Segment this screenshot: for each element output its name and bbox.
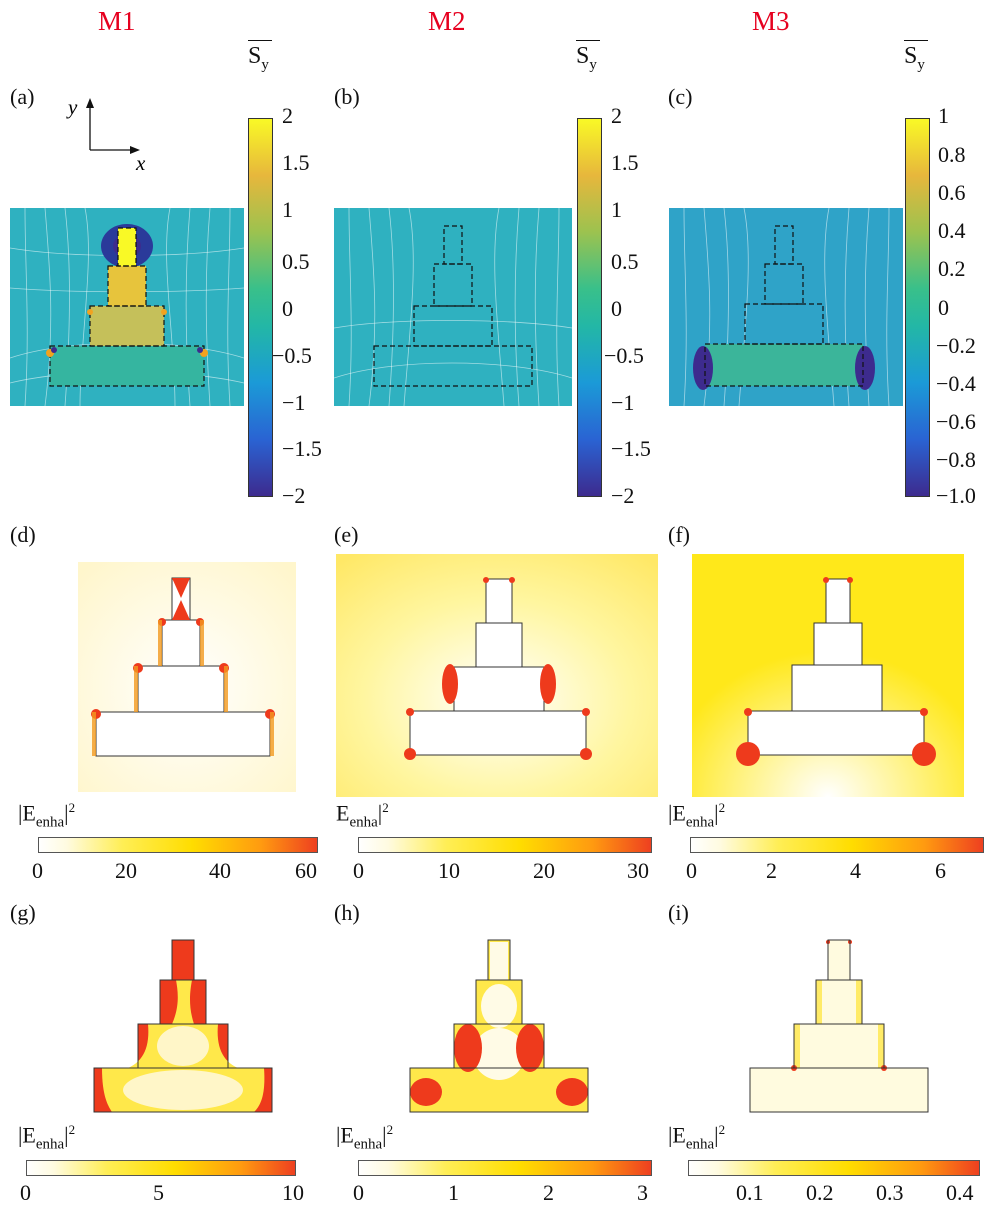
enha-map-h bbox=[404, 936, 596, 1142]
axis-indicator: y x bbox=[60, 92, 160, 172]
sy-colorbar-label-b: Sy bbox=[576, 40, 600, 74]
enha-tick-d-3: 60 bbox=[295, 858, 317, 884]
enha-tick-i-1: 0.2 bbox=[806, 1180, 834, 1206]
enha-tick-f-1: 2 bbox=[766, 858, 777, 884]
sy-tick-c-0: 1 bbox=[938, 103, 949, 129]
sy-colorbar-label-c: Sy bbox=[904, 40, 928, 74]
sy-tick-b-8: −2 bbox=[611, 483, 634, 509]
enha-tick-h-1: 1 bbox=[448, 1180, 459, 1206]
panel-label-b: (b) bbox=[334, 84, 360, 110]
enha-map-f bbox=[692, 554, 964, 797]
mode-label-m1: M1 bbox=[98, 6, 136, 37]
sy-tick-a-1: 1.5 bbox=[282, 150, 310, 176]
panel-label-e: (e) bbox=[334, 522, 358, 548]
enha-tick-d-2: 40 bbox=[209, 858, 231, 884]
enha-label-g: |Eenha|2 bbox=[18, 1122, 75, 1153]
enha-tick-d-1: 20 bbox=[115, 858, 137, 884]
panel-label-a: (a) bbox=[10, 84, 34, 110]
enha-map-d bbox=[78, 562, 296, 792]
enha-colorbar-f bbox=[690, 837, 984, 853]
sy-tick-c-2: 0.6 bbox=[938, 180, 966, 206]
sy-tick-c-9: −0.8 bbox=[936, 447, 976, 473]
sy-map-m3 bbox=[669, 208, 903, 406]
mode-label-m2: M2 bbox=[428, 6, 466, 37]
enha-tick-i-3: 0.4 bbox=[946, 1180, 974, 1206]
panel-label-h: (h) bbox=[334, 900, 360, 926]
enha-label-d: |Eenha|2 bbox=[18, 800, 75, 831]
enha-tick-g-1: 5 bbox=[153, 1180, 164, 1206]
sy-tick-c-7: −0.4 bbox=[936, 371, 976, 397]
sy-colorbar-c bbox=[905, 118, 930, 497]
enha-colorbar-e bbox=[358, 837, 652, 853]
sy-tick-a-2: 1 bbox=[282, 197, 293, 223]
enha-tick-h-2: 2 bbox=[543, 1180, 554, 1206]
panel-label-i: (i) bbox=[668, 900, 689, 926]
sy-tick-c-4: 0.2 bbox=[938, 256, 966, 282]
sy-tick-b-4: 0 bbox=[611, 296, 622, 322]
panel-label-f: (f) bbox=[668, 522, 690, 548]
enha-label-e: Eenha|2 bbox=[336, 800, 389, 831]
axis-x-label: x bbox=[135, 151, 146, 172]
sy-tick-b-3: 0.5 bbox=[611, 249, 639, 275]
panel-label-g: (g) bbox=[10, 900, 36, 926]
enha-tick-e-3: 30 bbox=[627, 858, 649, 884]
sy-colorbar-a bbox=[248, 118, 273, 497]
mode-label-m3: M3 bbox=[752, 6, 790, 37]
sy-tick-a-3: 0.5 bbox=[282, 249, 310, 275]
enha-label-h: |Eenha|2 bbox=[336, 1122, 393, 1153]
enha-colorbar-d bbox=[38, 837, 318, 853]
sy-tick-b-0: 2 bbox=[611, 103, 622, 129]
sy-tick-b-6: −1 bbox=[611, 390, 634, 416]
enha-tick-h-0: 0 bbox=[353, 1180, 364, 1206]
enha-tick-h-3: 3 bbox=[637, 1180, 648, 1206]
sy-tick-c-5: 0 bbox=[938, 295, 949, 321]
sy-map-m2 bbox=[334, 208, 572, 406]
sy-tick-c-1: 0.8 bbox=[938, 142, 966, 168]
sy-tick-c-6: −0.2 bbox=[936, 333, 976, 359]
sy-tick-a-4: 0 bbox=[282, 296, 293, 322]
enha-tick-f-3: 6 bbox=[935, 858, 946, 884]
enha-map-i bbox=[744, 936, 934, 1142]
enha-tick-f-2: 4 bbox=[850, 858, 861, 884]
enha-tick-g-2: 10 bbox=[282, 1180, 304, 1206]
sy-tick-b-5: −0.5 bbox=[604, 343, 644, 369]
sy-colorbar-b bbox=[577, 118, 602, 497]
enha-tick-i-0: 0.1 bbox=[736, 1180, 764, 1206]
enha-tick-d-0: 0 bbox=[32, 858, 43, 884]
sy-tick-c-8: −0.6 bbox=[936, 409, 976, 435]
sy-map-m1 bbox=[10, 208, 244, 406]
sy-tick-a-0: 2 bbox=[282, 103, 293, 129]
panel-label-d: (d) bbox=[10, 522, 36, 548]
enha-tick-e-0: 0 bbox=[353, 858, 364, 884]
enha-tick-f-0: 0 bbox=[686, 858, 697, 884]
enha-label-i: |Eenha|2 bbox=[668, 1122, 725, 1153]
sy-tick-a-7: −1.5 bbox=[282, 436, 322, 462]
enha-colorbar-h bbox=[358, 1160, 652, 1176]
sy-tick-b-2: 1 bbox=[611, 197, 622, 223]
axis-y-label: y bbox=[66, 95, 78, 119]
sy-tick-b-7: −1.5 bbox=[611, 436, 651, 462]
enha-map-g bbox=[88, 936, 278, 1142]
sy-tick-a-5: −0.5 bbox=[272, 343, 312, 369]
enha-colorbar-g bbox=[26, 1160, 296, 1176]
sy-tick-c-3: 0.4 bbox=[938, 218, 966, 244]
enha-map-e bbox=[336, 554, 658, 797]
panel-label-c: (c) bbox=[668, 84, 692, 110]
enha-tick-g-0: 0 bbox=[20, 1180, 31, 1206]
sy-colorbar-label-a: Sy bbox=[248, 40, 272, 74]
sy-tick-c-10: −1.0 bbox=[936, 483, 976, 509]
sy-tick-a-6: −1 bbox=[282, 390, 305, 416]
enha-tick-e-1: 10 bbox=[438, 858, 460, 884]
enha-label-f: |Eenha|2 bbox=[668, 800, 725, 831]
enha-tick-i-2: 0.3 bbox=[876, 1180, 904, 1206]
sy-tick-b-1: 1.5 bbox=[611, 150, 639, 176]
enha-tick-e-2: 20 bbox=[533, 858, 555, 884]
enha-colorbar-i bbox=[688, 1160, 980, 1176]
sy-tick-a-8: −2 bbox=[282, 483, 305, 509]
